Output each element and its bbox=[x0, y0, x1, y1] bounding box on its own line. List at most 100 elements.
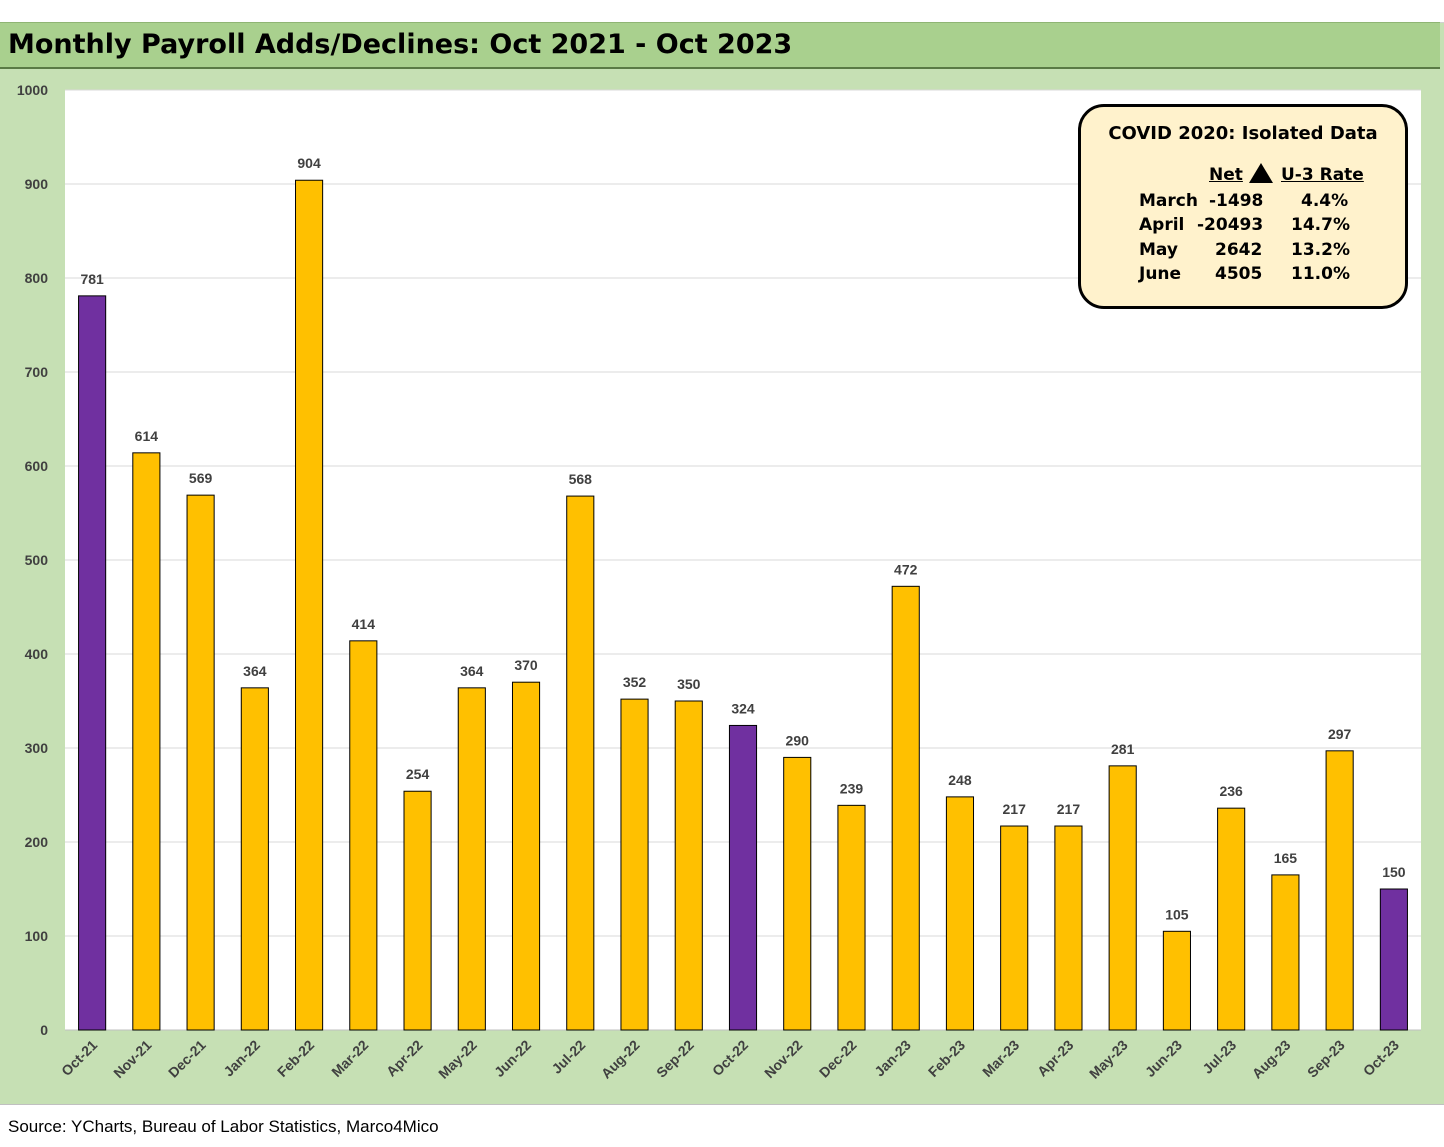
bar bbox=[132, 452, 161, 1031]
bar bbox=[1271, 874, 1300, 1031]
covid-box-title: COVID 2020: Isolated Data bbox=[1108, 123, 1378, 144]
bar bbox=[783, 756, 812, 1031]
header-net: Net bbox=[1209, 165, 1243, 185]
x-tick-label: Sep-23 bbox=[1304, 1037, 1348, 1081]
chart-title: Monthly Payroll Adds/Declines: Oct 2021 … bbox=[8, 29, 793, 60]
x-tick-label: Aug-22 bbox=[598, 1037, 643, 1082]
bar bbox=[349, 640, 378, 1031]
bar bbox=[728, 724, 758, 1031]
covid-data-box: COVID 2020: Isolated Data Net U-3 Rate M… bbox=[1078, 104, 1408, 309]
x-tick-label: Jul-22 bbox=[548, 1037, 588, 1077]
y-tick-label: 0 bbox=[40, 1022, 48, 1038]
data-label: 364 bbox=[243, 663, 267, 679]
data-label: 614 bbox=[135, 428, 159, 444]
row-month: March bbox=[1139, 191, 1198, 211]
data-label: 568 bbox=[569, 471, 593, 487]
data-label: 414 bbox=[352, 616, 376, 632]
data-label: 290 bbox=[786, 732, 810, 748]
y-tick-label: 900 bbox=[25, 176, 49, 192]
bar bbox=[945, 796, 975, 1031]
x-tick-label: Apr-22 bbox=[383, 1037, 426, 1080]
bar bbox=[1054, 825, 1083, 1031]
data-label: 150 bbox=[1382, 864, 1406, 880]
data-label: 105 bbox=[1165, 906, 1189, 922]
bar bbox=[837, 804, 866, 1031]
y-tick-label: 700 bbox=[25, 364, 49, 380]
y-tick-label: 500 bbox=[25, 552, 49, 568]
bar bbox=[566, 495, 595, 1031]
row-month: May bbox=[1139, 240, 1178, 260]
row-net: 2642 bbox=[1215, 240, 1263, 260]
x-tick-label: Apr-23 bbox=[1034, 1037, 1077, 1080]
bar bbox=[1108, 765, 1137, 1031]
data-label: 350 bbox=[677, 676, 701, 692]
row-month: April bbox=[1139, 215, 1185, 235]
x-tick-label: Aug-23 bbox=[1249, 1037, 1294, 1082]
data-label: 217 bbox=[1057, 801, 1081, 817]
bar bbox=[78, 295, 107, 1031]
x-tick-label: Feb-22 bbox=[274, 1037, 317, 1080]
data-label: 297 bbox=[1328, 726, 1352, 742]
x-tick-label: Mar-22 bbox=[328, 1037, 371, 1080]
source-note: Source: YCharts, Bureau of Labor Statist… bbox=[8, 1117, 439, 1136]
source-bar: Source: YCharts, Bureau of Labor Statist… bbox=[0, 1104, 1444, 1147]
bar bbox=[891, 585, 920, 1031]
data-label: 254 bbox=[406, 766, 430, 782]
x-tick-label: Dec-21 bbox=[165, 1037, 209, 1081]
y-tick-label: 600 bbox=[25, 458, 49, 474]
bar bbox=[240, 687, 269, 1031]
data-label: 236 bbox=[1219, 783, 1243, 799]
x-tick-label: Jan-23 bbox=[871, 1037, 914, 1080]
x-tick-label: Sep-22 bbox=[653, 1037, 697, 1081]
y-tick-label: 300 bbox=[25, 740, 49, 756]
x-tick-label: Oct-21 bbox=[58, 1037, 100, 1079]
row-rate: 11.0% bbox=[1291, 264, 1350, 284]
row-month: June bbox=[1139, 264, 1182, 284]
bar bbox=[674, 700, 703, 1031]
bar bbox=[186, 494, 215, 1031]
x-tick-label: May-23 bbox=[1086, 1037, 1131, 1082]
data-label: 239 bbox=[840, 780, 864, 796]
triangle-icon bbox=[1249, 163, 1273, 183]
title-bar: Monthly Payroll Adds/Declines: Oct 2021 … bbox=[0, 22, 1440, 69]
header-u3-rate: U-3 Rate bbox=[1281, 165, 1364, 185]
data-label: 904 bbox=[297, 155, 321, 171]
y-tick-label: 1000 bbox=[17, 82, 48, 98]
bar bbox=[1217, 807, 1246, 1031]
row-net: 4505 bbox=[1215, 264, 1263, 284]
bar bbox=[1000, 825, 1029, 1031]
data-label: 364 bbox=[460, 663, 484, 679]
x-tick-label: Dec-22 bbox=[816, 1037, 860, 1081]
data-label: 352 bbox=[623, 674, 647, 690]
row-net: -1498 bbox=[1209, 191, 1264, 211]
data-label: 370 bbox=[514, 657, 538, 673]
x-tick-label: Jun-22 bbox=[491, 1037, 534, 1080]
row-rate: 14.7% bbox=[1291, 215, 1350, 235]
bar bbox=[457, 687, 486, 1031]
data-label: 165 bbox=[1274, 850, 1298, 866]
bar bbox=[403, 790, 432, 1031]
y-tick-label: 400 bbox=[25, 646, 49, 662]
x-tick-label: Nov-22 bbox=[761, 1037, 805, 1081]
row-rate: 4.4% bbox=[1301, 191, 1349, 211]
data-label: 472 bbox=[894, 561, 918, 577]
data-label: 324 bbox=[731, 700, 755, 716]
data-label: 217 bbox=[1003, 801, 1027, 817]
data-label: 781 bbox=[80, 271, 104, 287]
bar bbox=[1325, 750, 1354, 1031]
x-tick-label: Jun-23 bbox=[1142, 1037, 1185, 1080]
x-tick-label: Oct-23 bbox=[1360, 1037, 1402, 1079]
x-tick-label: May-22 bbox=[435, 1037, 480, 1082]
bar bbox=[511, 681, 541, 1031]
row-rate: 13.2% bbox=[1291, 240, 1350, 260]
data-label: 248 bbox=[948, 772, 972, 788]
y-tick-label: 100 bbox=[25, 928, 49, 944]
bar bbox=[295, 179, 324, 1031]
row-net: -20493 bbox=[1197, 215, 1264, 235]
y-tick-label: 200 bbox=[25, 834, 49, 850]
bar bbox=[1162, 930, 1191, 1031]
bar bbox=[1379, 888, 1408, 1031]
x-tick-label: Nov-21 bbox=[110, 1037, 154, 1081]
x-tick-label: Mar-23 bbox=[979, 1037, 1022, 1080]
